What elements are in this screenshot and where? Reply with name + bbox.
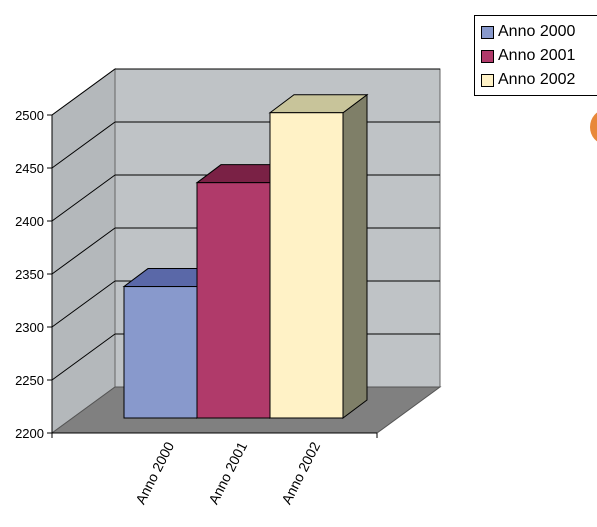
bars (122, 93, 369, 419)
bar-front (269, 112, 344, 419)
y-tick-label: 2400 (15, 214, 44, 229)
bar-front (123, 286, 198, 419)
legend-item: Anno 2002 (481, 68, 597, 92)
gridline (51, 333, 116, 381)
legend-label: Anno 2002 (498, 71, 576, 88)
y-tick-label: 2250 (15, 373, 44, 388)
y-tick-label: 2300 (15, 320, 44, 335)
gridline (51, 227, 116, 275)
legend-swatch (481, 49, 494, 63)
legend-item: Anno 2000 (481, 20, 597, 44)
legend-item: Anno 2001 (481, 44, 597, 68)
x-tick-label: Anno 2002 (278, 439, 323, 507)
bar-side (342, 93, 368, 419)
decorative-circle (590, 110, 597, 144)
gridline (51, 174, 116, 222)
legend: Anno 2000 Anno 2001 Anno 2002 (474, 15, 597, 96)
x-tick-label: Anno 2000 (132, 439, 177, 507)
bar-front (196, 182, 271, 419)
y-tick-label: 2500 (15, 108, 44, 123)
y-tick-label: 2450 (15, 161, 44, 176)
axes (47, 114, 378, 438)
legend-swatch (481, 25, 494, 39)
y-axis-tick-labels: 2200 2250 2300 2350 2400 2450 2500 (15, 108, 44, 441)
x-tick-label: Anno 2001 (205, 439, 250, 507)
legend-label: Anno 2000 (498, 23, 576, 40)
legend-swatch (481, 73, 494, 87)
gridline (51, 280, 116, 328)
x-axis-category-labels: Anno 2000 Anno 2001 Anno 2002 (132, 439, 323, 507)
gridline (51, 68, 116, 116)
y-tick-label: 2200 (15, 426, 44, 441)
legend-label: Anno 2001 (498, 47, 576, 64)
gridline (51, 121, 116, 169)
y-tick-label: 2350 (15, 267, 44, 282)
bar (268, 93, 369, 419)
